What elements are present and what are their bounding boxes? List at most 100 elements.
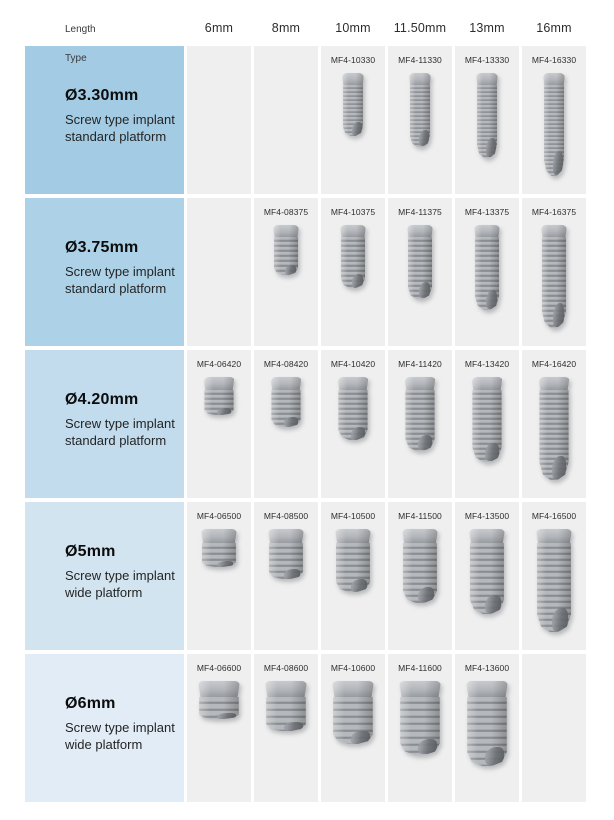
type-label: Type — [65, 53, 87, 64]
implant-cell: MF4-13500 — [455, 502, 519, 650]
implant-flute-cutout — [350, 578, 368, 592]
implant-image — [273, 225, 299, 275]
implant-cell: MF4-11330 — [388, 46, 452, 194]
implant-cell: MF4-08420 — [254, 350, 318, 498]
implant-image — [536, 529, 572, 632]
implant-image — [402, 529, 438, 603]
implant-cell: MF4-16375 — [522, 198, 586, 346]
implant-cell: MF4-10500 — [321, 502, 385, 650]
implant-collar — [474, 225, 500, 237]
implant-flute-cutout — [552, 303, 565, 328]
product-code: MF4-13375 — [464, 207, 510, 217]
implant-collar — [538, 377, 570, 390]
empty-cell — [522, 654, 586, 802]
implant-image — [474, 225, 500, 310]
implant-collar — [273, 225, 299, 237]
implant-flute-cutout — [551, 608, 569, 632]
implant-flute-cutout — [552, 455, 567, 480]
implant-cell: MF4-11420 — [388, 350, 452, 498]
product-code: MF4-11600 — [398, 663, 442, 673]
diameter-title: Ø5mm — [65, 542, 116, 560]
implant-cell: MF4-10420 — [321, 350, 385, 498]
product-code: MF4-16500 — [531, 511, 577, 521]
platform-description: Screw type implant wide platform — [65, 719, 175, 752]
implant-image — [399, 681, 441, 755]
implant-flute-cutout — [351, 274, 364, 288]
implant-cell: MF4-06600 — [187, 654, 251, 802]
empty-cell — [254, 46, 318, 194]
implant-image — [471, 377, 503, 462]
implant-image — [404, 377, 436, 451]
product-code: MF4-08600 — [263, 663, 309, 673]
length-header-label: Length — [25, 0, 184, 42]
product-code: MF4-10330 — [330, 55, 376, 65]
product-code: MF4-11420 — [398, 359, 442, 369]
implant-flute-cutout — [552, 151, 563, 176]
product-code: MF4-10500 — [330, 511, 376, 521]
product-code: MF4-06500 — [196, 511, 242, 521]
implant-threaded-body — [476, 85, 498, 158]
implant-threaded-body — [409, 85, 431, 147]
implant-threaded-body — [470, 543, 504, 614]
implant-flute-cutout — [283, 569, 301, 579]
diameter-title: Ø6mm — [65, 694, 116, 712]
implant-threaded-body — [543, 85, 565, 176]
product-code: MF4-13330 — [464, 55, 510, 65]
implant-threaded-body — [539, 390, 569, 480]
implant-image — [469, 529, 505, 614]
implant-cell: MF4-10375 — [321, 198, 385, 346]
implant-cell: MF4-13330 — [455, 46, 519, 194]
implant-collar — [543, 73, 565, 85]
implant-cell: MF4-06500 — [187, 502, 251, 650]
implant-threaded-body — [541, 237, 567, 328]
implant-collar — [335, 529, 371, 543]
implant-cell: MF4-08600 — [254, 654, 318, 802]
diameter-title: Ø4.20mm — [65, 390, 139, 408]
implant-threaded-body — [269, 543, 303, 579]
implant-collar — [409, 73, 431, 85]
column-header-8mm: 8mm — [271, 21, 301, 35]
row-label-330mm: Type Ø3.30mm Screw type implant standard p… — [25, 46, 184, 194]
implant-collar — [198, 681, 240, 697]
product-code: MF4-10375 — [330, 207, 376, 217]
implant-flute-cutout — [485, 290, 498, 310]
implant-collar — [337, 377, 369, 390]
implant-flute-cutout — [418, 434, 433, 451]
implant-collar — [407, 225, 433, 237]
implant-threaded-body — [474, 237, 500, 310]
implant-image — [198, 681, 240, 719]
product-code: MF4-11330 — [398, 55, 442, 65]
implant-cell: MF4-11375 — [388, 198, 452, 346]
platform-description: Screw type implant standard platform — [65, 111, 175, 144]
implant-collar — [342, 73, 364, 85]
implant-threaded-body — [537, 543, 571, 632]
implant-image — [270, 377, 302, 427]
column-header-10mm: 10mm — [335, 21, 371, 35]
implant-cell: MF4-11600 — [388, 654, 452, 802]
implant-image — [337, 377, 369, 440]
product-code: MF4-06600 — [196, 663, 242, 673]
implant-image — [466, 681, 508, 766]
implant-table: Length 6mm 8mm 10mm 11.50mm 13mm 16mm Ty… — [25, 0, 586, 802]
implant-threaded-body — [467, 697, 507, 766]
implant-collar — [536, 529, 572, 543]
product-code: MF4-13500 — [464, 511, 510, 521]
product-code: MF4-08375 — [263, 207, 309, 217]
implant-cell: MF4-08500 — [254, 502, 318, 650]
column-header-16mm: 16mm — [536, 21, 572, 35]
implant-collar — [476, 73, 498, 85]
implant-image — [476, 73, 498, 158]
product-code: MF4-13600 — [464, 663, 510, 673]
implant-collar — [399, 681, 441, 697]
implant-collar — [469, 529, 505, 543]
implant-threaded-body — [340, 237, 366, 288]
implant-threaded-body — [407, 237, 433, 299]
implant-flute-cutout — [417, 586, 435, 603]
column-header-11-50mm: 11.50mm — [393, 21, 447, 35]
implant-threaded-body — [472, 390, 502, 462]
implant-flute-cutout — [484, 594, 502, 614]
implant-image — [201, 529, 237, 567]
implant-collar — [268, 529, 304, 543]
implant-threaded-body — [333, 697, 373, 744]
